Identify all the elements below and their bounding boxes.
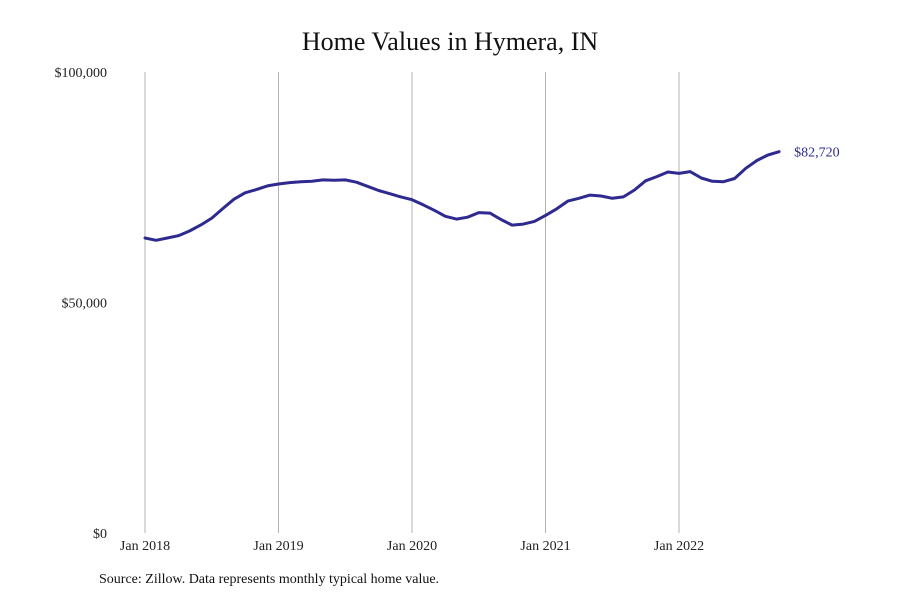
- x-axis-ticks: Jan 2018 Jan 2019 Jan 2020 Jan 2021 Jan 2022: [120, 539, 704, 554]
- chart-title: Home Values in Hymera, IN: [301, 27, 599, 56]
- x-tick-label: Jan 2019: [253, 539, 303, 554]
- y-tick-label: $100,000: [55, 66, 108, 81]
- series-layer: [143, 150, 781, 242]
- x-tick-label: Jan 2022: [654, 539, 704, 554]
- gridlines: [144, 72, 680, 533]
- x-tick-label: Jan 2018: [120, 539, 170, 554]
- y-axis-ticks: $0 $50,000 $100,000: [55, 66, 108, 542]
- end-label-layer: $82,720: [794, 146, 840, 161]
- y-tick-label: $50,000: [62, 297, 108, 312]
- source-note: Source: Zillow. Data represents monthly …: [99, 572, 440, 587]
- series-line: [143, 150, 781, 242]
- y-tick-label: $0: [93, 527, 107, 542]
- x-tick-label: Jan 2020: [387, 539, 437, 554]
- x-tick-label: Jan 2021: [520, 539, 570, 554]
- end-value-label: $82,720: [794, 146, 840, 161]
